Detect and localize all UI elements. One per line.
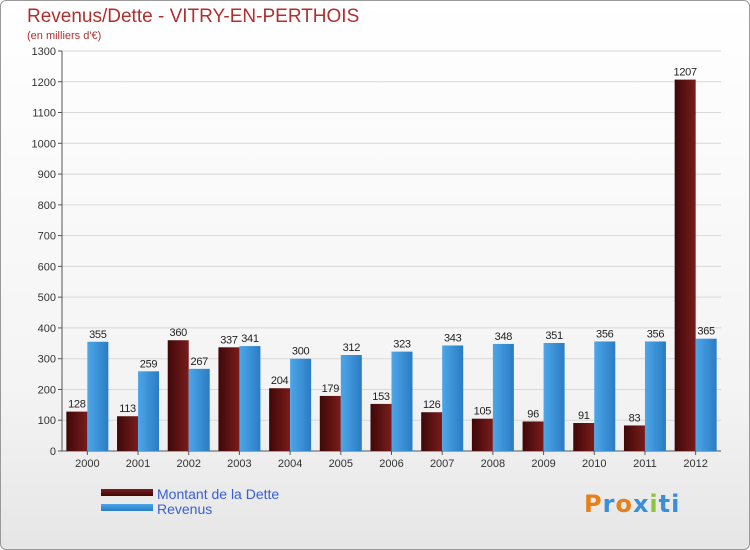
data-label-dette: 96 [527,408,539,420]
data-label-dette: 126 [423,399,441,411]
logo-letter: i [671,490,681,518]
bar-dette [623,425,645,451]
x-tick-label: 2012 [683,458,707,470]
x-tick-label: 2010 [582,458,606,470]
axes: 0 100 200 300 400 500 600 700 800 900 1000 1100 1200… [32,46,721,470]
y-tick-label: 1200 [32,77,56,89]
y-tick-label: 300 [38,354,56,366]
bar-dette [573,423,595,451]
data-label-dette: 1207 [674,67,697,79]
logo-letter: o [615,490,633,518]
data-label-revenus: 348 [495,331,513,343]
bar-dette [471,418,493,451]
data-label-dette: 128 [68,399,86,411]
data-label-dette: 105 [474,406,492,418]
data-label-dette: 360 [170,327,188,339]
data-label-revenus: 343 [444,332,462,344]
data-label-dette: 91 [578,410,590,422]
bar-revenus [695,338,717,451]
legend-swatch-dette [101,489,153,496]
x-tick-label: 2003 [227,458,251,470]
y-tick-label: 0 [50,446,56,458]
y-tick-label: 100 [38,415,56,427]
data-label-revenus: 356 [647,328,665,340]
logo-letter: t [658,490,672,518]
x-tick-label: 2000 [75,458,99,470]
bar-revenus [87,341,109,451]
x-tick-label: 2009 [531,458,555,470]
data-label-revenus: 355 [89,329,107,341]
data-label-revenus: 267 [191,356,209,368]
x-tick-label: 2001 [126,458,150,470]
logo-letter: r [602,490,616,518]
bar-dette [66,411,88,451]
bar-dette [674,79,696,451]
data-label-revenus: 351 [545,330,563,342]
bar-revenus [543,343,565,451]
logo-letter: P [584,490,603,518]
y-tick-label: 700 [38,231,56,243]
x-tick-label: 2002 [176,458,200,470]
chart-subtitle: (en milliers d'€) [27,30,102,42]
proxiti-logo: Proxiti [584,490,680,518]
data-label-revenus: 300 [292,346,310,358]
x-tick-label: 2006 [379,458,403,470]
bar-dette [522,421,544,451]
logo-letter: x [632,490,650,518]
x-tick-label: 2004 [278,458,302,470]
legend-label-dette: Montant de la Dette [157,486,280,502]
y-tick-label: 1300 [32,46,56,58]
legend-swatch-revenus [101,504,153,511]
data-label-revenus: 365 [697,326,715,338]
y-tick-label: 500 [38,292,56,304]
bar-dette [319,395,341,451]
data-label-dette: 204 [271,375,289,387]
x-tick-label: 2011 [633,458,657,470]
bar-dette [421,412,443,451]
data-label-dette: 83 [629,412,641,424]
data-label-dette: 337 [220,334,238,346]
data-label-revenus: 356 [596,328,614,340]
bars [66,79,717,451]
data-label-revenus: 323 [393,339,411,351]
y-tick-label: 900 [38,169,56,181]
bar-revenus [340,355,362,451]
data-label-revenus: 341 [241,333,259,345]
bar-revenus [290,358,312,451]
bar-revenus [442,345,464,451]
data-labels: 128 355 113 259 360 267 337 341 204 300 179 312 153 3… [68,67,715,425]
bar-dette [117,416,139,451]
y-tick-label: 1100 [32,108,56,120]
data-label-revenus: 259 [140,358,158,370]
y-tick-label: 200 [38,384,56,396]
bar-revenus [644,341,666,451]
bar-dette [269,388,291,451]
bar-dette [167,340,189,451]
x-tick-label: 2007 [430,458,454,470]
chart-title: Revenus/Dette - VITRY-EN-PERTHOIS [27,6,360,27]
bar-revenus [188,368,210,451]
bar-revenus [594,341,616,451]
x-tick-label: 2008 [481,458,505,470]
bar-revenus [239,346,261,451]
data-label-revenus: 312 [343,342,361,354]
y-tick-label: 1000 [32,138,56,150]
y-tick-label: 400 [38,323,56,335]
y-tick-label: 800 [38,200,56,212]
logo-letter: i [649,490,659,518]
bar-dette [218,347,240,451]
bar-revenus [492,343,514,451]
legend-label-revenus: Revenus [157,501,213,517]
bar-revenus [138,371,160,451]
data-label-dette: 179 [322,383,340,395]
x-tick-label: 2005 [329,458,353,470]
bar-dette [370,403,392,451]
data-label-dette: 153 [372,391,390,403]
bar-revenus [391,351,413,451]
data-label-dette: 113 [119,403,136,415]
y-tick-label: 600 [38,261,56,273]
